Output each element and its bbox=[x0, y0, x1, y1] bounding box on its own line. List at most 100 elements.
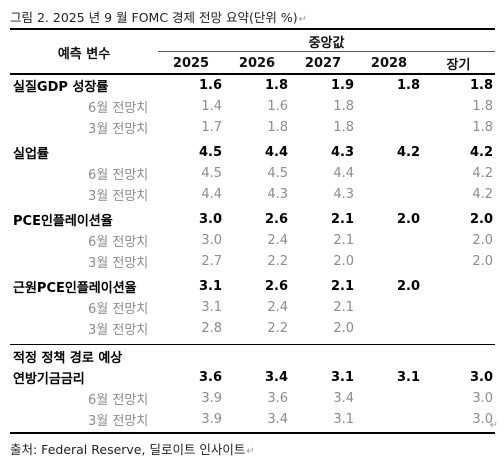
source-caption: 출처: Federal Reserve, 딜로이트 인사이트↵ bbox=[10, 439, 255, 458]
fomc-projection-body: 실질GDP 성장률 1.6 1.8 1.9 1.8 1.8 6월 전망치 1.4… bbox=[10, 75, 495, 339]
table-row-unemployment-march: 3월 전망치 4.4 4.3 4.3 4.2 bbox=[10, 184, 495, 205]
cell-value: 2.7 bbox=[201, 254, 222, 269]
cell-value: 4.5 bbox=[201, 166, 222, 181]
table-row-unemployment-june: 6월 전망치 4.5 4.5 4.4 4.2 bbox=[10, 163, 495, 184]
cell-value bbox=[356, 184, 422, 205]
cell-value: 2.0 bbox=[396, 279, 420, 294]
header-year: 2027 bbox=[304, 55, 342, 71]
cell-value: 1.8 bbox=[396, 78, 420, 93]
cell-value: 3.0 bbox=[201, 233, 222, 248]
row-label: 6월 전망치 bbox=[88, 235, 149, 250]
cell-value: 2.8 bbox=[201, 321, 222, 336]
header-year: 2026 bbox=[238, 55, 276, 71]
cell-value bbox=[422, 318, 495, 339]
source-caption-text: 출처: Federal Reserve, 딜로이트 인사이트 bbox=[10, 442, 246, 457]
cell-value: 2.1 bbox=[333, 300, 354, 315]
table-row-section-title: 적정 정책 경로 예상 bbox=[10, 346, 495, 367]
cell-value: 1.6 bbox=[198, 78, 222, 93]
table-row-core-pce-march: 3월 전망치 2.8 2.2 2.0 bbox=[10, 318, 495, 339]
cell-value: 3.0 bbox=[198, 212, 222, 227]
table-row-core-pce-june: 6월 전망치 3.1 2.4 2.1 bbox=[10, 297, 495, 318]
row-label: 3월 전망치 bbox=[88, 323, 149, 338]
cell-value: 1.8 bbox=[333, 120, 354, 135]
cell-value: 3.1 bbox=[333, 412, 354, 427]
cell-value: 4.2 bbox=[472, 166, 493, 181]
cell-value: 1.8 bbox=[472, 120, 493, 135]
cell-value: 3.4 bbox=[333, 391, 354, 406]
cell-value: 2.0 bbox=[472, 254, 493, 269]
cell-value: 2.2 bbox=[267, 254, 288, 269]
row-label: 6월 전망치 bbox=[88, 393, 149, 408]
cell-value bbox=[356, 96, 422, 117]
cell-value: 4.3 bbox=[267, 187, 288, 202]
cell-value: 4.4 bbox=[201, 187, 222, 202]
cell-value: 2.2 bbox=[267, 321, 288, 336]
paragraph-mark-icon: ↵ bbox=[246, 446, 255, 457]
cell-value: 3.6 bbox=[267, 391, 288, 406]
cell-value bbox=[356, 251, 422, 272]
cell-value: 1.8 bbox=[264, 78, 288, 93]
cell-value: 2.1 bbox=[333, 233, 354, 248]
cell-value: 1.6 bbox=[267, 99, 288, 114]
header-row-years: 2025 2026 2027 2028 장기 bbox=[10, 52, 495, 74]
row-label: 근원PCE인플레이션율 bbox=[13, 281, 137, 296]
cell-value: 3.0 bbox=[472, 391, 494, 406]
cell-value: 3.4 bbox=[264, 370, 288, 385]
cell-value: 4.3 bbox=[330, 145, 354, 160]
cell-value: 2.4 bbox=[267, 233, 288, 248]
cell-value: 4.4 bbox=[264, 145, 288, 160]
cell-value: 4.2 bbox=[469, 145, 493, 160]
row-label: 6월 전망치 bbox=[88, 302, 149, 317]
header-year: 2028 bbox=[370, 55, 408, 71]
cell-value: 3.1 bbox=[330, 370, 354, 385]
cell-value: 4.5 bbox=[267, 166, 288, 181]
table-row-gdp-march: 3월 전망치 1.7 1.8 1.8 1.8 bbox=[10, 117, 495, 138]
figure-title-text: 그림 2. 2025 년 9 월 FOMC 경제 전망 요약(단위 %) bbox=[10, 10, 298, 25]
cell-value: 1.4 bbox=[201, 99, 222, 114]
table-row-unemployment: 실업률 4.5 4.4 4.3 4.2 4.2 bbox=[10, 142, 495, 163]
cell-value: 1.7 bbox=[201, 120, 222, 135]
cell-value: 2.0 bbox=[396, 212, 420, 227]
cell-value: 1.9 bbox=[330, 78, 354, 93]
fomc-projection-table: 예측 변수 중앙값 2025 2026 2027 2028 장기 bbox=[10, 30, 495, 74]
header-bottom-rule bbox=[10, 73, 495, 75]
cell-value bbox=[356, 318, 422, 339]
figure-title: 그림 2. 2025 년 9 월 FOMC 경제 전망 요약(단위 %)↵ bbox=[10, 7, 307, 26]
table-row-gdp-june: 6월 전망치 1.4 1.6 1.8 1.8 bbox=[10, 96, 495, 117]
row-label: 실질GDP 성장률 bbox=[13, 80, 109, 95]
group-header-rule bbox=[158, 51, 495, 52]
section-rule bbox=[10, 344, 495, 345]
cell-value: 2.0 bbox=[333, 321, 354, 336]
row-label: PCE인플레이션율 bbox=[13, 214, 113, 229]
header-group-median: 중앙값 bbox=[308, 35, 345, 51]
table-row-core-pce: 근원PCE인플레이션율 3.1 2.6 2.1 2.0 bbox=[10, 276, 495, 297]
paragraph-mark-icon: ↵ bbox=[489, 420, 498, 431]
cell-value: 1.8 bbox=[333, 99, 354, 114]
cell-value: 2.6 bbox=[264, 279, 288, 294]
header-row-group: 예측 변수 중앙값 bbox=[10, 30, 495, 62]
cell-value bbox=[356, 297, 422, 318]
cell-value: 2.0 bbox=[333, 254, 354, 269]
cell-value: 4.2 bbox=[396, 145, 420, 160]
cell-value: 4.5 bbox=[198, 145, 222, 160]
table-row-fed-funds-march: 3월 전망치 3.9 3.4 3.1 3.0 bbox=[10, 409, 495, 430]
table-row-pce: PCE인플레이션율 3.0 2.6 2.1 2.0 2.0 bbox=[10, 209, 495, 230]
table-bottom-rule bbox=[10, 432, 495, 434]
row-label: 3월 전망치 bbox=[88, 189, 149, 204]
cell-value: 3.9 bbox=[201, 391, 222, 406]
row-label: 6월 전망치 bbox=[88, 101, 149, 116]
policy-path-table: 적정 정책 경로 예상 연방기금금리 3.6 3.4 3.1 3.1 3.0 6… bbox=[10, 346, 495, 430]
cell-value: 3.1 bbox=[396, 370, 420, 385]
cell-value: 3.0 bbox=[470, 370, 494, 385]
cell-value: 3.1 bbox=[201, 300, 222, 315]
cell-value: 2.0 bbox=[469, 212, 493, 227]
cell-value bbox=[422, 276, 495, 297]
table-row-gdp: 실질GDP 성장률 1.6 1.8 1.9 1.8 1.8 bbox=[10, 75, 495, 96]
cell-value: 3.0 bbox=[472, 412, 494, 427]
cell-value: 3.4 bbox=[267, 412, 288, 427]
cell-value bbox=[356, 163, 422, 184]
cell-value: 3.9 bbox=[201, 412, 222, 427]
table-top-rule bbox=[10, 28, 495, 30]
cell-value: 2.6 bbox=[264, 212, 288, 227]
row-label: 3월 전망치 bbox=[88, 122, 149, 137]
